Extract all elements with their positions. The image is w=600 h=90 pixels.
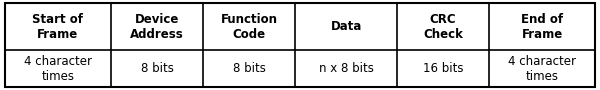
Text: Data: Data bbox=[331, 20, 362, 33]
Text: 16 bits: 16 bits bbox=[423, 62, 463, 75]
Text: 4 character
times: 4 character times bbox=[24, 55, 92, 83]
Text: Start of
Frame: Start of Frame bbox=[32, 13, 83, 41]
Text: n x 8 bits: n x 8 bits bbox=[319, 62, 374, 75]
Text: End of
Frame: End of Frame bbox=[521, 13, 563, 41]
Text: Device
Address: Device Address bbox=[130, 13, 184, 41]
Text: Function
Code: Function Code bbox=[221, 13, 278, 41]
Text: CRC
Check: CRC Check bbox=[423, 13, 463, 41]
Text: 8 bits: 8 bits bbox=[233, 62, 266, 75]
Text: 8 bits: 8 bits bbox=[140, 62, 173, 75]
Text: 4 character
times: 4 character times bbox=[508, 55, 576, 83]
